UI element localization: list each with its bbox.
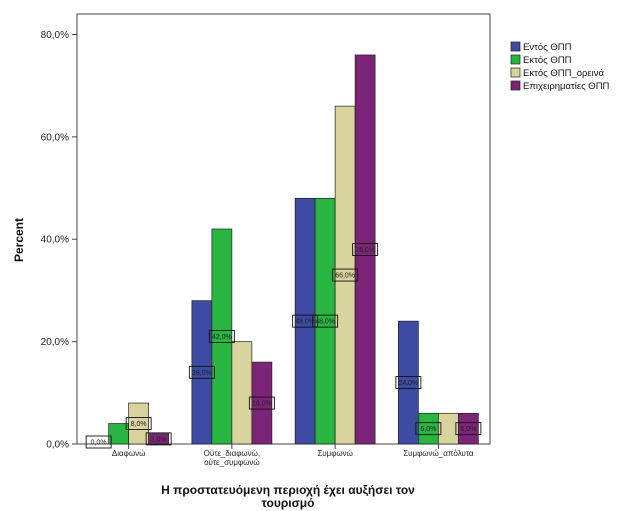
legend-label: Εκτός ΘΠΠ_ορεινά — [523, 68, 605, 79]
data-label-box — [292, 314, 319, 328]
legend-swatch — [510, 80, 521, 91]
data-label-box — [145, 432, 172, 446]
x-tick-label: ούτε_συμφωνώ — [204, 458, 260, 467]
bar — [231, 341, 253, 445]
data-label: 6,0% — [420, 426, 436, 433]
x-tick-label: Συμφωνώ_απόλυτα — [403, 449, 474, 458]
data-label-box — [188, 365, 215, 379]
bars — [108, 54, 479, 445]
data-label-box — [352, 243, 379, 256]
data-label: 48,0% — [315, 319, 335, 326]
data-labels: 0,0% 8,0% 2,0% 28,0% 42,0% 16,0% 48,0% 48,0% 66,… — [85, 243, 482, 449]
data-label: 48,0% — [295, 319, 315, 326]
data-label: 42,0% — [212, 334, 232, 341]
bar — [148, 433, 169, 445]
x-tick-label: Συμφωνώ — [317, 449, 353, 458]
data-label-box — [85, 435, 112, 449]
data-label-box — [415, 422, 442, 436]
data-label: 0,0% — [91, 440, 107, 447]
bar — [458, 412, 479, 445]
legend: Εντός ΘΠΠ Εκτός ΘΠΠ Εκτός ΘΠΠ_ορεινά Επιχει… — [510, 41, 610, 92]
x-tick-label: Διαφωνώ — [112, 449, 145, 458]
x-axis-label-line-1: Η προστατευόμενη περιοχή έχει αυξήσει το… — [161, 483, 415, 497]
y-tick-label: 80,0% — [41, 30, 69, 41]
bar — [398, 320, 419, 445]
legend-label: Εκτός ΘΠΠ — [523, 55, 572, 66]
data-label-box — [395, 376, 422, 390]
y-axis: 0,0% 20,0% 40,0% 60,0% 80,0% — [41, 30, 77, 451]
data-label: 16,0% — [252, 401, 272, 408]
data-label: 24,0% — [398, 380, 418, 387]
data-label: 66,0% — [335, 273, 355, 280]
bar — [438, 412, 459, 445]
data-label-box — [125, 417, 152, 430]
legend-swatch — [510, 54, 521, 65]
y-tick-label: 20,0% — [41, 337, 69, 348]
legend-label: Εντός ΘΠΠ — [523, 42, 572, 53]
x-axis-label-line-2: τουρισμό — [262, 496, 315, 510]
x-tick-label: Ούτε_διαφωνώ, — [204, 449, 261, 458]
data-label: 76,0% — [355, 247, 375, 254]
data-label-box — [332, 268, 359, 282]
bar — [211, 228, 233, 445]
data-label: 2,0% — [151, 436, 167, 443]
data-label: 28,0% — [192, 370, 212, 377]
data-label-box — [312, 314, 339, 328]
legend-swatch — [510, 67, 521, 78]
plot-area — [76, 13, 491, 445]
y-tick-label: 60,0% — [41, 132, 69, 143]
y-axis-label: Percent — [12, 218, 26, 262]
bar — [108, 423, 129, 445]
bar — [251, 361, 273, 445]
data-label-box — [455, 422, 482, 436]
legend-swatch — [510, 41, 521, 52]
data-label-box — [248, 396, 275, 410]
x-axis: Διαφωνώ Ούτε_διαφωνώ,ούτε_συμφωνώ Συμφωνώ Σ… — [112, 444, 474, 467]
data-label-box — [208, 330, 235, 343]
legend-label: Επιχειρηματίες ΘΠΠ — [523, 81, 610, 92]
data-label: 6,0% — [460, 426, 476, 433]
data-label: 8,0% — [131, 421, 147, 428]
bar — [128, 402, 149, 445]
y-tick-label: 40,0% — [41, 235, 69, 246]
y-tick-label: 0,0% — [46, 440, 69, 451]
bar — [354, 54, 376, 445]
plot-frame — [76, 13, 491, 445]
